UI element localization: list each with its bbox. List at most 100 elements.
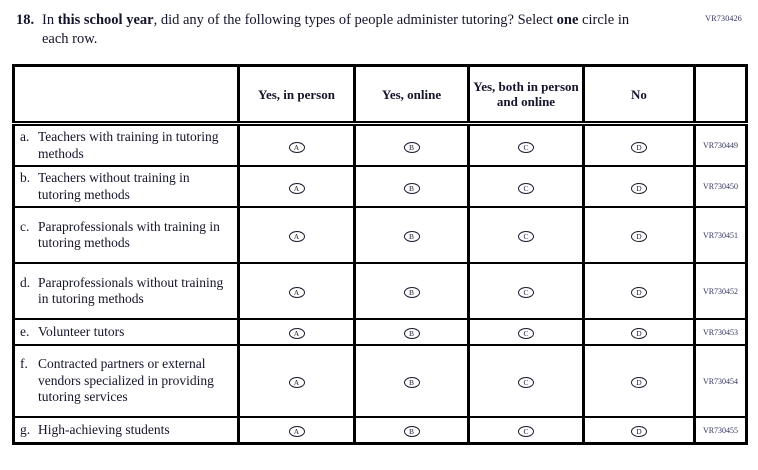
row-letter: e. (20, 323, 30, 339)
answer-bubble-d[interactable]: D (631, 377, 647, 388)
answer-bubble-c[interactable]: C (518, 426, 534, 437)
table-row: f. Contracted partners or external vendo… (12, 344, 748, 418)
answer-bubble-b[interactable]: B (403, 231, 420, 242)
row-label-wrap: f. Contracted partners or external vendo… (20, 356, 235, 406)
table-row: e. Volunteer tutors A B C D VR730453 (12, 318, 748, 346)
row-label-cell: d. Paraprofessionals without training in… (12, 262, 240, 320)
answer-bubble-a[interactable]: A (288, 287, 305, 298)
option-cell-a: A (237, 416, 356, 445)
answer-bubble-c[interactable]: C (518, 141, 534, 153)
row-letter: f. (20, 356, 28, 372)
table-row: c. Paraprofessionals with training in tu… (12, 206, 748, 264)
option-cell-b: B (353, 206, 470, 264)
row-label-wrap: g. High-achieving students (20, 422, 235, 439)
answer-bubble-b[interactable]: B (403, 287, 420, 298)
answer-bubble-d[interactable]: D (631, 426, 647, 437)
answer-bubble-c[interactable]: C (518, 287, 534, 298)
row-label: High-achieving students (38, 421, 170, 437)
header-yes-both: Yes, both in person and online (467, 64, 585, 126)
row-code: VR730452 (693, 262, 748, 320)
row-letter: d. (20, 274, 31, 290)
table-row: b. Teachers without training in tutoring… (12, 165, 748, 208)
answer-bubble-d[interactable]: D (631, 141, 647, 153)
option-cell-a: A (237, 206, 356, 264)
row-label: Contracted partners or external vendors … (38, 356, 214, 405)
question-number: 18. (16, 12, 35, 28)
table-row: a. Teachers with training in tutoring me… (12, 122, 748, 167)
question-text-segment: this school year (57, 12, 154, 28)
answer-bubble-b[interactable]: B (403, 426, 420, 437)
question-text-segment: In (42, 12, 58, 28)
row-letter: b. (20, 170, 31, 185)
option-cell-d: D (582, 262, 696, 320)
row-label: Teachers with training in tutoring metho… (38, 129, 219, 161)
row-label-cell: b. Teachers without training in tutoring… (12, 165, 240, 208)
answer-bubble-d[interactable]: D (631, 287, 647, 298)
answer-bubble-a[interactable]: A (288, 182, 305, 194)
row-code: VR730451 (693, 206, 748, 264)
header-code-blank (693, 64, 748, 126)
answer-bubble-c[interactable]: C (518, 231, 534, 242)
option-cell-a: A (237, 122, 356, 167)
answer-bubble-b[interactable]: B (403, 377, 420, 388)
option-cell-d: D (582, 344, 696, 418)
option-cell-b: B (353, 344, 470, 418)
option-cell-a: A (237, 344, 356, 418)
option-cell-a: A (237, 165, 356, 208)
row-code: VR730454 (693, 344, 748, 418)
row-label-cell: g. High-achieving students (12, 416, 240, 445)
answer-bubble-c[interactable]: C (518, 377, 534, 388)
answer-bubble-a[interactable]: A (288, 377, 305, 388)
question-text-segment: circle in each row. (42, 12, 630, 47)
option-cell-b: B (353, 416, 470, 445)
option-cell-c: C (467, 318, 585, 346)
answer-bubble-b[interactable]: B (403, 141, 420, 153)
answer-bubble-c[interactable]: C (518, 328, 534, 339)
question-text: In this school year, did any of the foll… (42, 11, 642, 49)
row-code: VR730453 (693, 318, 748, 346)
answer-bubble-a[interactable]: A (288, 426, 305, 437)
header-yes-online: Yes, online (353, 64, 470, 126)
table-row: g. High-achieving students A B C D VR730455 (12, 416, 748, 445)
option-cell-c: C (467, 122, 585, 167)
answer-bubble-d[interactable]: D (631, 328, 647, 339)
row-label-wrap: a. Teachers with training in tutoring me… (20, 129, 235, 162)
option-cell-c: C (467, 206, 585, 264)
option-cell-b: B (353, 262, 470, 320)
response-table: Yes, in person Yes, online Yes, both in … (12, 64, 748, 445)
row-label-cell: e. Volunteer tutors (12, 318, 240, 346)
answer-bubble-d[interactable]: D (631, 182, 647, 194)
header-no: No (582, 64, 696, 126)
answer-bubble-d[interactable]: D (631, 231, 647, 242)
option-cell-a: A (237, 262, 356, 320)
row-label-cell: f. Contracted partners or external vendo… (12, 344, 240, 418)
row-code: VR730455 (693, 416, 748, 445)
form-code-top: VR730426 (705, 14, 742, 23)
question-text-segment: , did any of the following types of peop… (153, 12, 557, 28)
row-label: Paraprofessionals without training in tu… (38, 274, 224, 307)
option-cell-b: B (353, 122, 470, 167)
answer-bubble-a[interactable]: A (288, 141, 305, 153)
answer-bubble-c[interactable]: C (518, 182, 534, 194)
row-label-cell: c. Paraprofessionals with training in tu… (12, 206, 240, 264)
answer-bubble-b[interactable]: B (403, 182, 420, 194)
row-code: VR730450 (693, 165, 748, 208)
option-cell-b: B (353, 165, 470, 208)
option-cell-c: C (467, 344, 585, 418)
option-cell-a: A (237, 318, 356, 346)
question-block: 18. In this school year, did any of the … (16, 11, 758, 49)
answer-bubble-a[interactable]: A (288, 328, 305, 339)
row-label-cell: a. Teachers with training in tutoring me… (12, 122, 240, 167)
option-cell-b: B (353, 318, 470, 346)
table-row: d. Paraprofessionals without training in… (12, 262, 748, 320)
row-letter: g. (20, 421, 31, 437)
answer-bubble-a[interactable]: A (288, 231, 305, 242)
row-label: Teachers without training in tutoring me… (38, 170, 190, 202)
row-label-wrap: c. Paraprofessionals with training in tu… (20, 219, 235, 252)
row-letter: a. (20, 129, 30, 144)
header-blank (12, 64, 240, 126)
option-cell-c: C (467, 165, 585, 208)
header-row: Yes, in person Yes, online Yes, both in … (12, 64, 748, 126)
option-cell-d: D (582, 122, 696, 167)
answer-bubble-b[interactable]: B (403, 328, 420, 339)
